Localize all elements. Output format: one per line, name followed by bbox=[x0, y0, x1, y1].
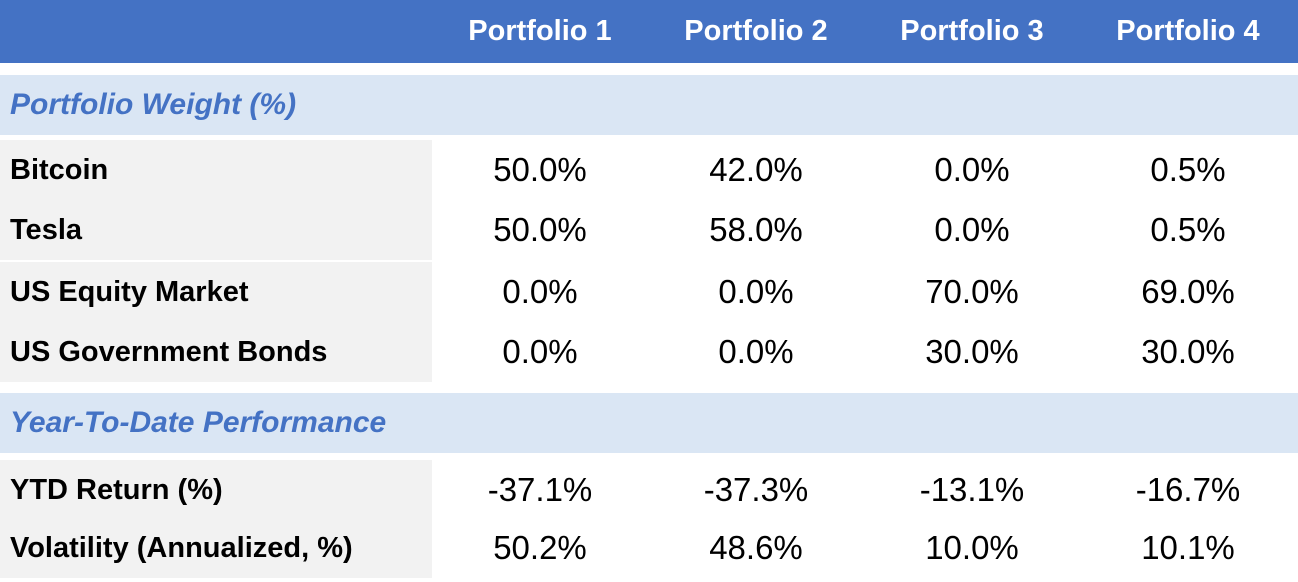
table-cell: 42.0% bbox=[709, 151, 803, 188]
row-label: Volatility (Annualized, %) bbox=[0, 518, 432, 578]
row-label: Bitcoin bbox=[0, 140, 432, 200]
section-header-performance: Year-To-Date Performance bbox=[0, 393, 1298, 453]
table-row: US Government Bonds 0.0% 0.0% 30.0% 30.0… bbox=[0, 322, 1298, 382]
table-cell: 50.0% bbox=[493, 211, 587, 248]
table-cell: 48.6% bbox=[709, 529, 803, 566]
table-cell: -37.1% bbox=[487, 471, 593, 508]
table-cell: 10.0% bbox=[925, 529, 1019, 566]
table-cell: -16.7% bbox=[1135, 471, 1241, 508]
section-title: Portfolio Weight (%) bbox=[10, 88, 297, 121]
table-cell: 30.0% bbox=[925, 333, 1019, 370]
column-header-portfolio-3: Portfolio 3 bbox=[900, 15, 1044, 47]
table-cell: 0.0% bbox=[502, 333, 578, 370]
table-row: YTD Return (%) -37.1% -37.3% -13.1% -16.… bbox=[0, 460, 1298, 520]
table-cell: 0.5% bbox=[1150, 211, 1226, 248]
table-cell: 69.0% bbox=[1141, 273, 1235, 310]
table-cell: 50.0% bbox=[493, 151, 587, 188]
table-cell: 10.1% bbox=[1141, 529, 1235, 566]
section-title: Year-To-Date Performance bbox=[10, 406, 387, 439]
table-cell: 0.0% bbox=[934, 211, 1010, 248]
row-label: Tesla bbox=[0, 200, 432, 260]
table-cell: 0.0% bbox=[502, 273, 578, 310]
table-cell: 0.0% bbox=[934, 151, 1010, 188]
column-header-portfolio-2: Portfolio 2 bbox=[684, 15, 828, 47]
table-row: Bitcoin 50.0% 42.0% 0.0% 0.5% bbox=[0, 140, 1298, 200]
table-cell: 0.0% bbox=[718, 333, 794, 370]
table-cell: -13.1% bbox=[919, 471, 1025, 508]
table-cell: 0.0% bbox=[718, 273, 794, 310]
section-header-weights: Portfolio Weight (%) bbox=[0, 75, 1298, 135]
table-cell: 30.0% bbox=[1141, 333, 1235, 370]
column-header-portfolio-4: Portfolio 4 bbox=[1116, 15, 1260, 47]
table-row: US Equity Market 0.0% 0.0% 70.0% 69.0% bbox=[0, 262, 1298, 322]
table-cell: -37.3% bbox=[703, 471, 809, 508]
column-header-portfolio-1: Portfolio 1 bbox=[468, 15, 612, 47]
table-cell: 70.0% bbox=[925, 273, 1019, 310]
row-label: YTD Return (%) bbox=[0, 460, 432, 520]
table-cell: 0.5% bbox=[1150, 151, 1226, 188]
table-row: Volatility (Annualized, %) 50.2% 48.6% 1… bbox=[0, 518, 1298, 578]
table-cell: 50.2% bbox=[493, 529, 587, 566]
header-corner bbox=[0, 0, 432, 63]
header-row: Portfolio 1 Portfolio 2 Portfolio 3 Port… bbox=[0, 0, 1298, 63]
table-row: Tesla 50.0% 58.0% 0.0% 0.5% bbox=[0, 200, 1298, 260]
row-label: US Government Bonds bbox=[0, 322, 432, 382]
table-cell: 58.0% bbox=[709, 211, 803, 248]
row-label: US Equity Market bbox=[0, 262, 432, 322]
